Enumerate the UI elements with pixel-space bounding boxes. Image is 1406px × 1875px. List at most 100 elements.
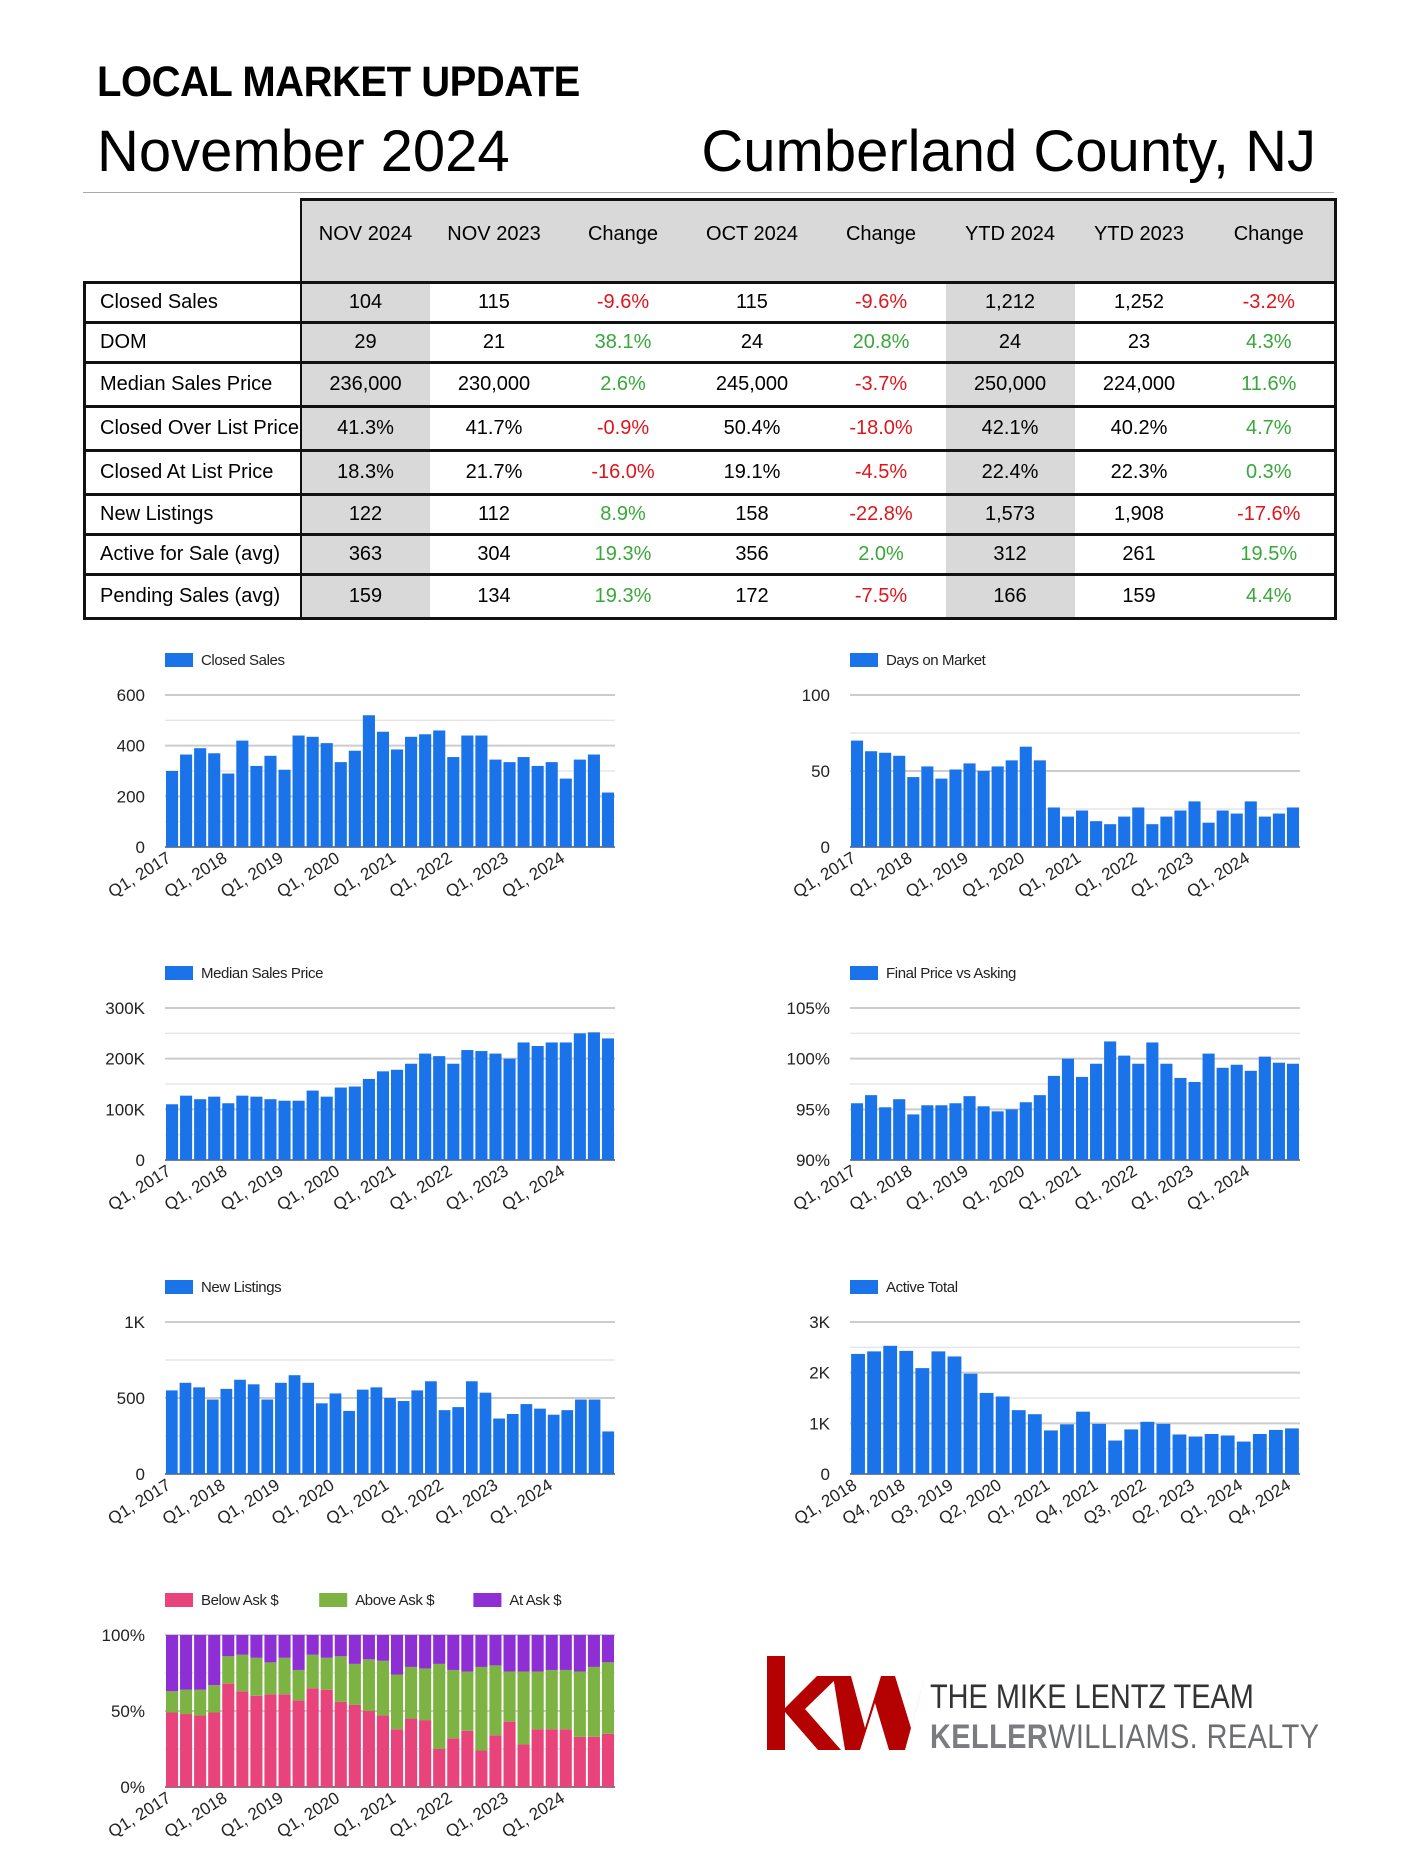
bar	[531, 1046, 544, 1160]
bar-segment	[362, 1659, 375, 1711]
bar	[306, 1090, 319, 1160]
row-label: Closed At List Price	[83, 449, 302, 495]
x-tick-label: Q1, 2018	[161, 848, 230, 901]
bar	[1104, 1041, 1117, 1160]
table-cell: 22.3%	[1074, 449, 1204, 495]
bar	[851, 1353, 865, 1474]
bar-segment	[180, 1689, 193, 1715]
bar	[447, 1063, 460, 1160]
bar	[995, 1396, 1010, 1474]
bar	[979, 1392, 994, 1474]
row-label: Closed Sales	[83, 281, 302, 323]
bar	[1244, 801, 1257, 847]
bar	[208, 753, 221, 847]
table-row: New Listings 122 112 8.9% 158 -22.8% 1,573 1,90…	[83, 493, 1337, 535]
bar-segment	[405, 1666, 418, 1719]
table-cell: 40.2%	[1074, 405, 1204, 451]
report-title: LOCAL MARKET UPDATE	[97, 58, 580, 106]
bar	[1244, 1070, 1257, 1160]
row-label: Median Sales Price	[83, 361, 302, 407]
bar-segment	[208, 1712, 221, 1787]
bar	[601, 792, 615, 847]
bar-segment	[503, 1721, 516, 1787]
y-tick-label: 200K	[105, 1050, 145, 1069]
x-tick-label: Q1, 2024	[1184, 848, 1253, 901]
table-cell: 42.1%	[945, 405, 1075, 451]
x-tick-label: Q1, 2022	[1071, 848, 1140, 901]
bar-segment	[222, 1635, 235, 1657]
bar-segment	[292, 1700, 305, 1787]
legend-swatch	[165, 653, 193, 667]
bar-segment	[306, 1654, 319, 1689]
bar	[1156, 1423, 1171, 1474]
bar	[915, 1368, 930, 1474]
x-tick-label: Q1, 2021	[1015, 848, 1084, 901]
bar	[165, 1104, 179, 1160]
bar	[575, 1399, 587, 1474]
table-row: DOM 29 21 38.1% 24 20.8% 24 23 4.3%	[83, 321, 1337, 363]
bar	[250, 765, 263, 847]
x-tick-label: Q1, 2024	[499, 1788, 568, 1841]
bar	[587, 754, 600, 847]
bar-segment	[222, 1683, 235, 1787]
table-cell: -4.5%	[816, 449, 946, 495]
bar	[1174, 1077, 1187, 1160]
brand-light: WILLIAMS.	[1048, 1718, 1199, 1756]
bar-segment	[376, 1635, 390, 1661]
y-tick-label: 100K	[105, 1100, 145, 1119]
bar	[850, 740, 864, 847]
bar	[935, 1105, 948, 1160]
bar	[206, 1399, 219, 1474]
bar	[208, 1096, 221, 1160]
table-cell: 19.1%	[687, 449, 817, 495]
bar	[893, 755, 906, 847]
bar	[180, 1095, 193, 1160]
bar	[419, 1053, 432, 1160]
bar-segment	[475, 1750, 488, 1787]
bar-segment	[180, 1635, 193, 1690]
x-tick-label: Q1, 2021	[330, 848, 399, 901]
bar-segment	[531, 1635, 544, 1672]
bar	[370, 1387, 383, 1474]
bar	[559, 778, 572, 847]
bar	[320, 743, 333, 847]
bar	[376, 1071, 390, 1160]
x-tick-label: Q1, 2019	[902, 848, 971, 901]
y-tick-label: 200	[117, 787, 145, 806]
x-tick-label: Q1, 2023	[442, 1161, 511, 1214]
bar-segment	[601, 1733, 615, 1787]
table-cell: -16.0%	[558, 449, 688, 495]
bar	[545, 1042, 558, 1160]
bar	[236, 740, 249, 847]
bar-segment	[334, 1656, 347, 1702]
bar	[1011, 1410, 1026, 1474]
bar-segment	[503, 1635, 516, 1672]
bar	[1188, 801, 1201, 847]
x-tick-label: Q1, 2021	[330, 1161, 399, 1214]
y-tick-label: 100%	[102, 1626, 145, 1645]
bar	[931, 1351, 946, 1474]
table-header-row: NOV 2024 NOV 2023 Change OCT 2024 Change…	[84, 198, 1337, 283]
bar-segment	[517, 1744, 530, 1787]
bar-segment	[587, 1635, 600, 1667]
bar	[573, 759, 586, 847]
legend-label: At Ask $	[509, 1592, 562, 1609]
bar-segment	[489, 1635, 502, 1666]
bar-segment	[165, 1691, 179, 1713]
bar	[165, 1390, 178, 1474]
bar	[1033, 760, 1046, 847]
bar-segment	[573, 1671, 586, 1737]
bar	[384, 1398, 396, 1474]
bar	[547, 1414, 560, 1474]
table-cell: 41.3%	[300, 405, 430, 451]
brand-bold: KELLER	[930, 1718, 1049, 1756]
table-cell: 22.4%	[945, 449, 1075, 495]
bar-segment	[573, 1736, 586, 1787]
bar	[419, 734, 432, 847]
days-on-market-chart: Days on Market 0 50 100 Q1, 2017 Q1, 2018 Q1, …	[780, 645, 1320, 915]
table-cell: 166	[945, 573, 1075, 620]
bar	[405, 1063, 418, 1160]
bar-segment	[545, 1635, 558, 1670]
table-cell: 8.9%	[558, 493, 688, 535]
bar-segment	[348, 1704, 361, 1787]
